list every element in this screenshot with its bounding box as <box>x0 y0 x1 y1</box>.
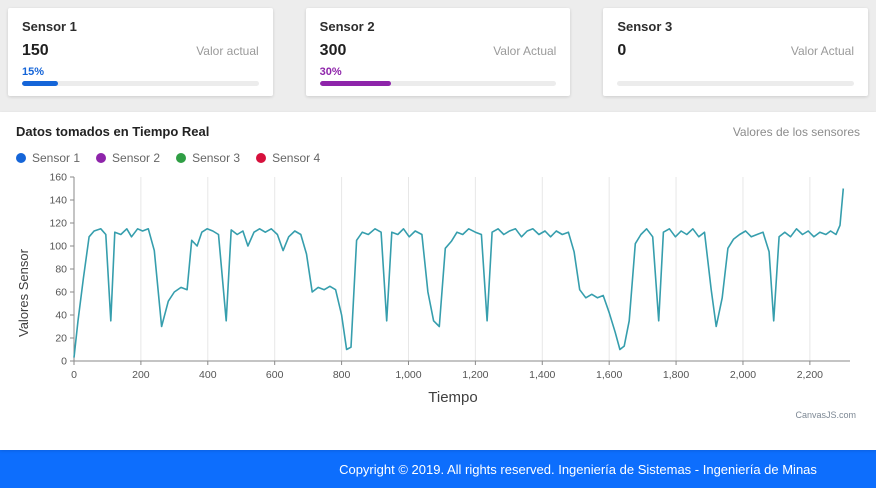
card-title: Sensor 3 <box>617 19 673 34</box>
svg-text:0: 0 <box>71 369 77 381</box>
svg-text:1,400: 1,400 <box>529 369 555 381</box>
card-percent <box>617 66 854 79</box>
svg-text:2,000: 2,000 <box>730 369 756 381</box>
legend-item-sensor-3[interactable]: Sensor 3 <box>176 151 240 165</box>
sensor-card-3: Sensor 3 0 Valor Actual <box>603 8 869 96</box>
panel-title: Datos tomados en Tiempo Real <box>16 124 210 139</box>
card-percent: 30% <box>319 66 342 78</box>
svg-text:120: 120 <box>49 218 67 230</box>
progress-track <box>22 81 259 86</box>
copyright-text: Copyright © 2019. All rights reserved. I… <box>339 461 817 477</box>
chart-area: Valores Sensor 0 20 40 60 80 100 120 140 160 0 200… <box>16 173 860 387</box>
card-value: 0 <box>617 42 627 59</box>
svg-text:1,000: 1,000 <box>395 369 421 381</box>
card-title: Sensor 2 <box>319 19 375 34</box>
svg-text:160: 160 <box>49 173 67 184</box>
realtime-chart-panel: Datos tomados en Tiempo Real Valores de … <box>0 112 876 450</box>
chart-legend: Sensor 1 Sensor 2 Sensor 3 Sensor 4 <box>16 151 860 165</box>
svg-text:2,200: 2,200 <box>797 369 823 381</box>
progress-fill <box>319 81 391 86</box>
card-title: Sensor 1 <box>22 19 77 34</box>
progress-track <box>617 81 855 86</box>
sensor-card-2: Sensor 2 300 Valor Actual 30% <box>305 8 571 96</box>
panel-header: Datos tomados en Tiempo Real Valores de … <box>16 124 860 139</box>
svg-text:140: 140 <box>49 195 67 207</box>
card-value-row: 300 Valor Actual <box>320 42 557 60</box>
legend-dot-icon <box>96 153 107 163</box>
legend-label: Sensor 3 <box>192 151 241 165</box>
panel-subtitle: Valores de los sensores <box>732 125 860 139</box>
canvasjs-watermark-link[interactable]: CanvasJS.com <box>795 410 856 420</box>
svg-text:0: 0 <box>61 356 67 368</box>
legend-label: Sensor 4 <box>272 151 321 165</box>
card-value-row: 150 Valor actual <box>22 42 259 60</box>
svg-text:40: 40 <box>55 310 67 322</box>
progress-track <box>319 81 557 86</box>
svg-text:800: 800 <box>333 369 351 381</box>
svg-text:1,200: 1,200 <box>462 369 488 381</box>
line-chart-canvas[interactable]: 0 20 40 60 80 100 120 140 160 0 200 400 600 800 1,000 1… <box>38 173 858 387</box>
sensor-cards-row: Sensor 1 150 Valor actual 15% Sensor 2 3… <box>0 0 876 96</box>
card-value-label: Valor Actual <box>790 44 855 58</box>
card-value-label: Valor Actual <box>493 44 557 58</box>
legend-item-sensor-1[interactable]: Sensor 1 <box>16 151 80 165</box>
card-percent: 15% <box>22 66 45 78</box>
legend-item-sensor-2[interactable]: Sensor 2 <box>96 151 160 165</box>
svg-text:200: 200 <box>132 369 150 381</box>
svg-text:1,600: 1,600 <box>596 369 622 381</box>
svg-text:20: 20 <box>55 333 67 345</box>
footer-bar: Copyright © 2019. All rights reserved. I… <box>0 450 876 488</box>
legend-dot-icon <box>16 153 26 163</box>
svg-text:60: 60 <box>55 287 67 299</box>
svg-text:400: 400 <box>199 369 217 381</box>
card-value: 150 <box>22 42 49 59</box>
card-value: 300 <box>319 42 347 59</box>
legend-label: Sensor 2 <box>112 151 161 165</box>
x-axis-title: Tiempo <box>428 389 478 406</box>
card-value-label: Valor actual <box>196 44 259 58</box>
card-value-row: 0 Valor Actual <box>617 42 854 60</box>
svg-text:1,800: 1,800 <box>663 369 689 381</box>
legend-label: Sensor 1 <box>32 151 81 165</box>
legend-item-sensor-4[interactable]: Sensor 4 <box>256 151 320 165</box>
legend-dot-icon <box>176 153 187 163</box>
sensor-card-1: Sensor 1 150 Valor actual 15% <box>8 8 273 96</box>
svg-text:80: 80 <box>55 264 67 276</box>
svg-text:600: 600 <box>266 369 284 381</box>
progress-fill <box>22 81 58 86</box>
legend-dot-icon <box>256 153 267 163</box>
svg-text:100: 100 <box>49 241 67 253</box>
y-axis-title: Valores Sensor <box>16 249 31 337</box>
